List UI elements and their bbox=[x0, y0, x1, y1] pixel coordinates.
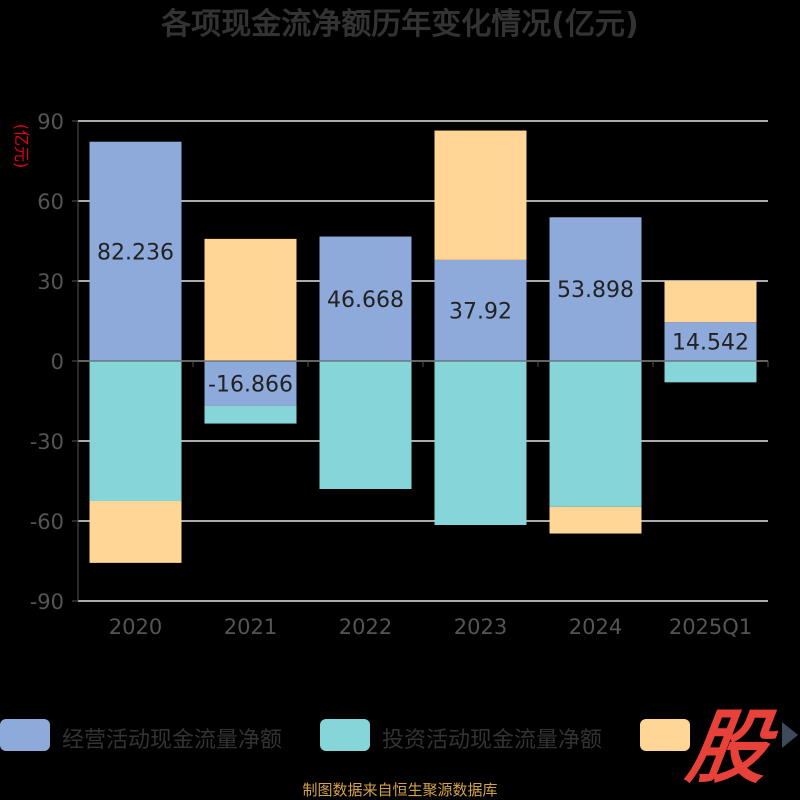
y-tick-label: -90 bbox=[30, 590, 64, 614]
y-tick-label: 60 bbox=[37, 190, 64, 214]
y-tick-label: -30 bbox=[30, 430, 64, 454]
data-label: 82.236 bbox=[97, 240, 174, 265]
axis-layer: 90 60 30 0 -30 -60 -90 2020 2021 2022 2023 2024 2025… bbox=[30, 110, 769, 639]
legend-label-operating: 经营活动现金流量净额 bbox=[62, 728, 283, 753]
legend: 经营活动现金流量净额 投资活动现金流量净额 bbox=[0, 713, 800, 757]
x-tick-label: 2023 bbox=[454, 615, 507, 639]
legend-label-investing: 投资活动现金流量净额 bbox=[382, 728, 603, 753]
bar-2023-series-2[interactable] bbox=[434, 130, 527, 260]
data-label: 37.92 bbox=[449, 299, 512, 324]
legend-next-page-icon[interactable] bbox=[782, 722, 798, 748]
data-labels-layer: 82.236 -16.866 46.668 37.92 53.898 14.542 bbox=[97, 240, 749, 397]
data-label: 14.542 bbox=[672, 331, 749, 356]
y-tick-label: -60 bbox=[30, 510, 64, 534]
bar-2021-series-0[interactable] bbox=[204, 361, 297, 406]
x-tick-label: 2024 bbox=[569, 615, 622, 639]
bar-2024-series-1[interactable] bbox=[549, 361, 642, 507]
bar-2022-series-0[interactable] bbox=[319, 236, 412, 361]
legend-swatch-operating bbox=[0, 719, 50, 751]
x-tick-label: 2022 bbox=[339, 615, 392, 639]
bar-2020-series-1[interactable] bbox=[89, 361, 182, 501]
bar-2023-series-1[interactable] bbox=[434, 361, 527, 525]
y-axis-unit-label: (亿元) bbox=[12, 124, 31, 169]
data-label: 46.668 bbox=[327, 288, 404, 313]
y-tick-label: 90 bbox=[37, 110, 64, 134]
legend-swatch-financing bbox=[640, 719, 690, 751]
bar-2025Q1-series-1[interactable] bbox=[664, 361, 757, 383]
chart-title: 各项现金流净额历年变化情况(亿元) bbox=[160, 7, 638, 42]
bar-2025Q1-series-0[interactable] bbox=[664, 322, 757, 361]
y-tick-label: 0 bbox=[51, 350, 64, 374]
bar-2020-series-0[interactable] bbox=[89, 141, 182, 361]
bar-2025Q1-series-2[interactable] bbox=[664, 280, 757, 323]
bars-layer bbox=[89, 130, 757, 563]
x-tick-label: 2025Q1 bbox=[669, 615, 752, 639]
bar-2023-series-0[interactable] bbox=[434, 259, 527, 361]
bar-2022-series-1[interactable] bbox=[319, 361, 412, 489]
bar-2024-series-2[interactable] bbox=[549, 506, 642, 534]
legend-swatch-investing bbox=[320, 719, 370, 751]
data-label: -16.866 bbox=[208, 372, 293, 397]
bar-2021-series-2[interactable] bbox=[204, 238, 297, 361]
x-tick-label: 2021 bbox=[224, 615, 277, 639]
data-label: 53.898 bbox=[557, 278, 634, 303]
bar-2021-series-1[interactable] bbox=[204, 405, 297, 424]
bar-2020-series-2[interactable] bbox=[89, 501, 182, 563]
y-tick-label: 30 bbox=[37, 270, 64, 294]
x-tick-label: 2020 bbox=[109, 615, 162, 639]
bar-2024-series-0[interactable] bbox=[549, 217, 642, 361]
data-source-footer: 制图数据来自恒生聚源数据库 bbox=[302, 781, 498, 799]
